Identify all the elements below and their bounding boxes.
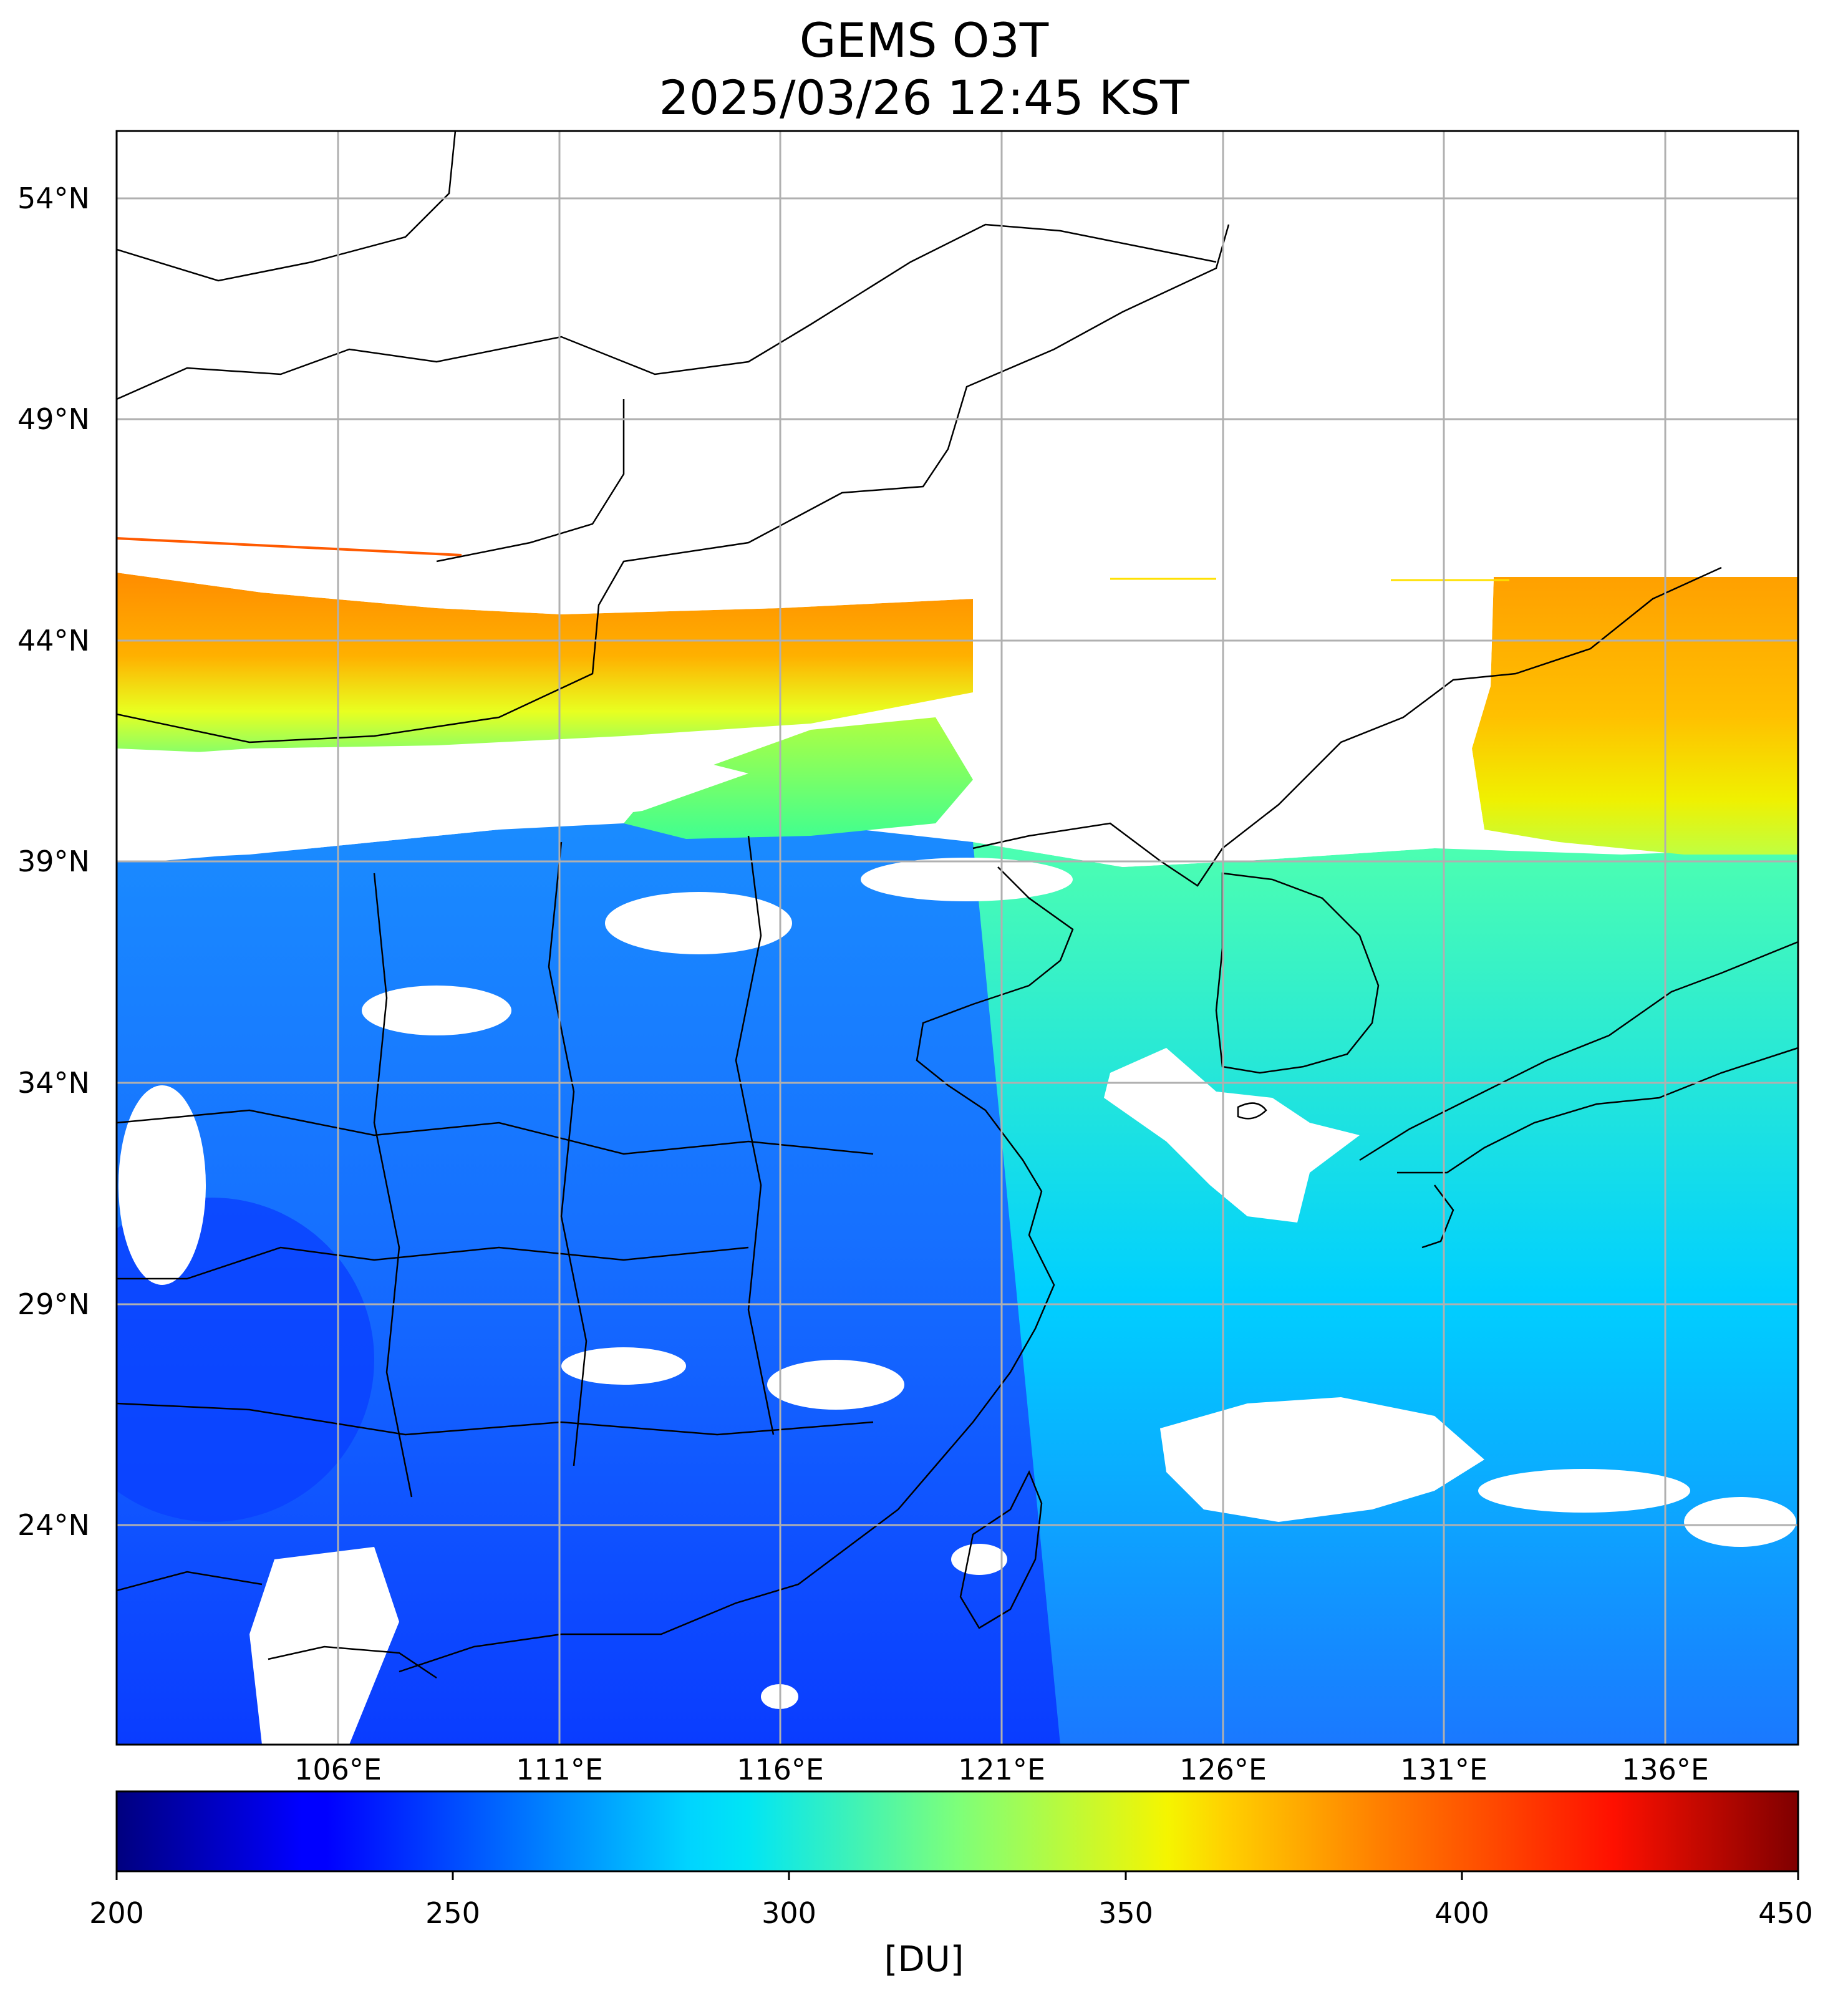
cloud-mask [117, 131, 1798, 1745]
coastlines-and-borders [117, 131, 1798, 1679]
colorbar-tick-label: 250 [425, 1896, 480, 1930]
colorbar-ticks [115, 1871, 1799, 1880]
lon-tick-label: 111°E [516, 1753, 603, 1786]
colorbar-tick-label: 450 [1758, 1896, 1813, 1930]
colorbar-tick-label: 350 [1098, 1896, 1153, 1930]
lon-tick-label: 136°E [1622, 1753, 1709, 1786]
map-frame [115, 130, 1799, 1746]
lat-tick-label: 39°N [17, 845, 90, 878]
colorbar-tick-label: 200 [89, 1896, 144, 1930]
ozone-field [117, 131, 1798, 1745]
lon-tick-label: 106°E [294, 1753, 382, 1786]
graticule [117, 131, 1798, 1745]
lon-tick-label: 121°E [958, 1753, 1045, 1786]
lat-tick-label: 49°N [17, 402, 90, 436]
colorbar-tick-label: 300 [762, 1896, 816, 1930]
lat-tick-label: 34°N [17, 1066, 90, 1100]
lat-tick-label: 24°N [17, 1508, 90, 1542]
lat-tick-label: 54°N [17, 182, 90, 215]
lon-tick-label: 126°E [1179, 1753, 1267, 1786]
colorbar-unit-label: [DU] [884, 1939, 964, 1980]
lat-tick-label: 44°N [17, 624, 90, 657]
lon-tick-label: 116°E [737, 1753, 824, 1786]
lon-tick-label: 131°E [1400, 1753, 1488, 1786]
map-title: GEMS O3T [799, 12, 1049, 68]
colorbar-tick-label: 400 [1434, 1896, 1489, 1930]
lat-tick-label: 29°N [17, 1287, 90, 1321]
map-subtitle-timestamp: 2025/03/26 12:45 KST [659, 70, 1189, 125]
colorbar [115, 1790, 1799, 1872]
